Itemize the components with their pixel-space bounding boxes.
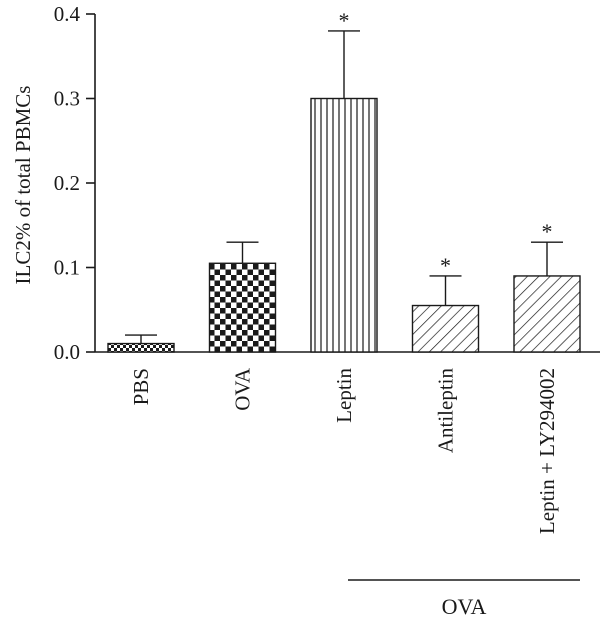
x-tick-label: Leptin [332, 368, 356, 423]
y-axis-label: ILC2% of total PBMCs [11, 86, 35, 285]
x-tick-label: Leptin + LY294002 [535, 368, 559, 534]
y-tick-label: 0.0 [54, 340, 80, 364]
bar-leptin [310, 97, 378, 353]
bars: * * * [107, 8, 581, 353]
y-tick-label: 0.2 [54, 171, 80, 195]
x-tick-labels: PBS OVA Leptin Antileptin Leptin + LY294002 [129, 367, 559, 534]
x-tick-label: PBS [129, 368, 153, 405]
bar-antileptin [411, 304, 480, 353]
x-tick-label: Antileptin [434, 368, 458, 454]
x-tick-label: OVA [231, 367, 255, 411]
significance-marker: * [542, 219, 553, 244]
y-tick-label: 0.3 [54, 87, 80, 111]
bar-pbs [107, 342, 175, 353]
bar-ova [208, 262, 277, 353]
significance-marker: * [339, 8, 350, 33]
y-tick-label: 0.1 [54, 256, 80, 280]
y-tick-label: 0.4 [54, 2, 81, 26]
y-ticks: 0.0 0.1 0.2 0.3 0.4 [54, 2, 95, 364]
significance-marker: * [440, 253, 451, 278]
bar-leptin-ly294002 [513, 275, 581, 353]
group-label: OVA [442, 594, 487, 619]
